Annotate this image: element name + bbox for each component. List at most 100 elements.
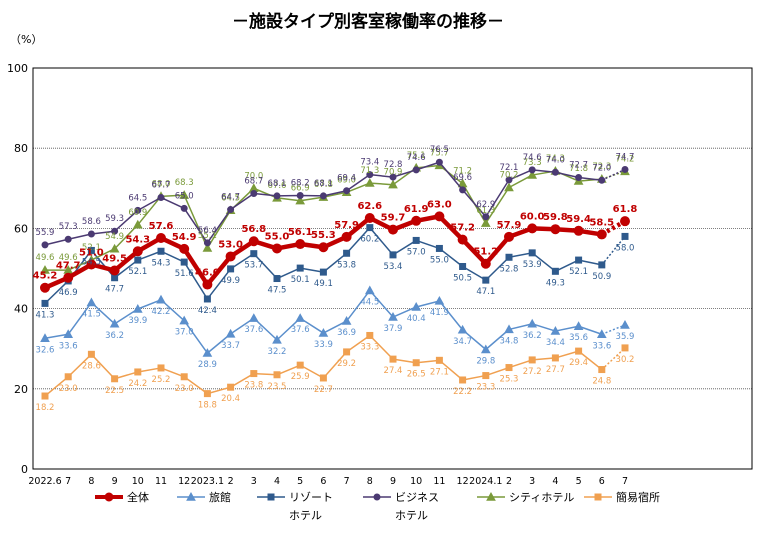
legend-label: 簡易宿所 [616, 490, 660, 504]
data-label: 58.5 [589, 217, 614, 228]
data-label: 56.8 [241, 224, 266, 235]
series-line-latest [600, 219, 627, 237]
data-label: 53.9 [523, 260, 542, 270]
data-label: 18.2 [36, 403, 55, 413]
y-tick-label: 60 [14, 222, 28, 235]
data-point [296, 361, 304, 369]
data-label: 57.3 [59, 222, 78, 232]
data-label: 59.8 [543, 212, 568, 223]
x-tick-label: 10 [132, 476, 144, 487]
data-label: 53.7 [244, 261, 263, 271]
data-label: 47.7 [56, 261, 81, 272]
y-tick-label: 40 [14, 303, 28, 316]
legend-item: 簡易宿所 [584, 490, 660, 504]
data-label: 49.1 [314, 279, 333, 289]
data-point [575, 256, 583, 264]
data-point [364, 178, 375, 187]
data-point [412, 236, 420, 244]
data-label: 28.6 [82, 361, 101, 371]
data-point [109, 243, 120, 253]
data-label: 59.7 [381, 213, 406, 224]
data-label: 54.9 [172, 232, 197, 243]
x-tick-label: 7 [622, 476, 628, 487]
data-point [248, 236, 259, 247]
data-label: 53.8 [337, 260, 356, 270]
data-label: 47.7 [105, 285, 124, 295]
data-point [341, 231, 352, 242]
data-label: 74.6 [407, 153, 426, 163]
data-label: 74.3 [546, 154, 565, 164]
data-label: 25.3 [500, 375, 519, 385]
data-label: 51.0 [79, 247, 104, 258]
data-point [203, 239, 211, 247]
data-point [621, 165, 629, 173]
data-label: 41.5 [82, 310, 101, 320]
data-point [621, 344, 629, 352]
data-label: 42.4 [198, 306, 217, 316]
data-point [550, 224, 561, 235]
legend-swatch-marker [267, 493, 275, 501]
data-label: 27.2 [523, 367, 542, 377]
data-point [319, 268, 327, 276]
data-label: 33.3 [360, 342, 379, 352]
data-point [180, 373, 188, 381]
data-point [295, 313, 306, 322]
series-line-latest [601, 168, 626, 181]
data-label: 59.4 [566, 214, 591, 225]
data-label: 55.9 [36, 228, 55, 238]
data-point [596, 329, 607, 338]
legend-swatch-marker [104, 492, 114, 502]
data-label: 29.8 [476, 357, 495, 367]
data-point [412, 359, 420, 367]
data-label: 23.8 [244, 381, 263, 391]
data-label: 46.9 [59, 288, 78, 298]
data-label: 34.7 [453, 337, 472, 347]
data-label: 22.7 [314, 385, 333, 395]
x-tick-label: 2023.1 [191, 476, 224, 487]
data-point [41, 392, 49, 400]
data-point [179, 315, 190, 325]
x-tick-label: 7 [65, 476, 71, 487]
data-label: 57.0 [407, 247, 426, 257]
data-label: 30.2 [616, 355, 635, 365]
data-point [411, 301, 422, 311]
data-point [343, 249, 351, 257]
data-label: 76.5 [430, 145, 449, 155]
data-label: 69.6 [453, 173, 472, 183]
data-label: 74.7 [616, 152, 635, 162]
data-label: 53.4 [384, 262, 403, 272]
data-point [459, 376, 467, 384]
series-line [41, 224, 629, 307]
data-label: 29.4 [569, 358, 588, 368]
data-label: 68.0 [152, 179, 171, 189]
series-line [41, 158, 629, 249]
data-label: 73.4 [360, 158, 379, 168]
data-label: 72.0 [592, 163, 611, 173]
data-point [40, 265, 50, 274]
data-label: 68.1 [268, 179, 287, 189]
data-label: 25.2 [152, 375, 171, 385]
data-label: 37.0 [175, 328, 194, 338]
data-label: 37.6 [244, 325, 263, 335]
data-label: 42.2 [152, 307, 171, 317]
data-point [366, 171, 374, 179]
data-point [203, 295, 211, 303]
data-label: 67.6 [268, 181, 287, 191]
data-label: 60.9 [128, 208, 147, 218]
data-label: 71.3 [360, 166, 379, 176]
data-point [111, 375, 119, 383]
data-label: 55.1 [198, 231, 217, 241]
data-point [111, 274, 119, 282]
data-point [134, 256, 142, 264]
data-point [620, 216, 630, 227]
data-point [504, 182, 514, 192]
data-label: 39.9 [128, 316, 147, 326]
data-label: 54.3 [125, 234, 150, 245]
data-point [389, 173, 397, 181]
data-label: 33.9 [314, 340, 333, 350]
data-point [273, 275, 281, 283]
x-tick-label: 9 [112, 476, 118, 487]
x-tick-label: 5 [297, 476, 303, 487]
